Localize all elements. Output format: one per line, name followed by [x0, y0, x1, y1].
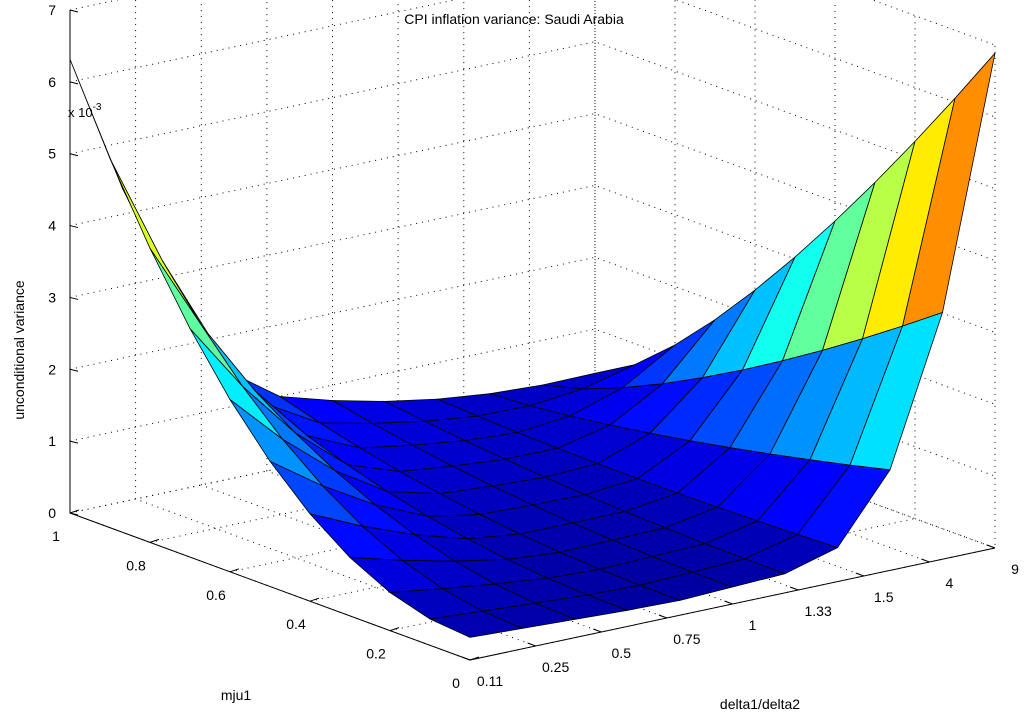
- y-tick-label: 1.33: [805, 603, 832, 619]
- x-tick-label: 0.4: [286, 616, 306, 632]
- x-tick-mark: [309, 597, 320, 602]
- z-tick-label: 1: [48, 433, 56, 449]
- x-tick-label: 1: [52, 528, 60, 544]
- surface-patch: [429, 610, 523, 638]
- x-tick-label: 0.2: [366, 646, 386, 662]
- y-grid-line: [135, 0, 536, 647]
- z-tick-label: 6: [48, 74, 56, 90]
- x-tick-mark: [229, 568, 240, 573]
- surface-patch: [162, 260, 256, 392]
- z-tick-label: 3: [48, 289, 56, 305]
- z-tick-mark: [69, 512, 79, 516]
- y-tick-mark: [658, 614, 668, 619]
- x-tick-mark: [389, 627, 400, 632]
- chart-title: CPI inflation variance: Saudi Arabia: [404, 11, 624, 27]
- y-tick-mark: [855, 572, 864, 577]
- y-tick-mark: [527, 642, 536, 647]
- z-tick-label: 0: [48, 505, 56, 521]
- z-tick-mark: [69, 9, 79, 13]
- z-tick-mark: [69, 440, 79, 444]
- z-tick-label: 7: [48, 2, 56, 18]
- y-tick-label: 0.25: [542, 659, 569, 675]
- x-tick-label: 0.6: [206, 587, 226, 603]
- y-tick-label: 4: [945, 575, 953, 591]
- x-tick-label: 0.8: [126, 557, 146, 573]
- surface-mesh: [69, 52, 996, 638]
- z-multiplier: x 10-3: [68, 102, 102, 120]
- y-tick-label: 0.11: [477, 673, 503, 689]
- z-tick-label: 5: [48, 146, 56, 162]
- y-axis-label: delta1/delta2: [720, 696, 800, 712]
- surface-patch: [109, 158, 203, 328]
- z-tick-mark: [69, 368, 79, 372]
- x-axis-line: [69, 512, 471, 661]
- tick-labels: 0 1 2 3 4 5 6 7 0 0.2 0.4 0.6 0.8 1 0.11 0.25 0.5 0.75 1 1.…: [48, 2, 1019, 691]
- y-grid-line: [266, 0, 668, 619]
- y-tick-label: 0.75: [673, 631, 700, 647]
- z-tick-mark: [69, 225, 79, 229]
- y-tick-label: 0.5: [612, 645, 632, 661]
- z-tick-mark: [69, 81, 79, 85]
- z-axis-label: unconditional variance: [11, 280, 27, 420]
- x-axis-label: mju1: [221, 687, 252, 703]
- z-multiplier-exponent: -3: [93, 102, 102, 113]
- y-tick-mark: [986, 544, 996, 549]
- z-tick-label: 2: [48, 361, 56, 377]
- y-tick-mark: [789, 586, 799, 591]
- y-tick-label: 1: [749, 617, 757, 633]
- y-tick-label: 9: [1011, 561, 1019, 577]
- y-tick-label: 1.5: [874, 589, 894, 605]
- z-grid-line: [69, 41, 996, 190]
- y-tick-mark: [724, 600, 733, 605]
- y-tick-mark: [921, 558, 930, 563]
- x-tick-mark: [149, 538, 160, 543]
- y-grid-line: [200, 0, 602, 633]
- z-tick-mark: [69, 153, 79, 157]
- y-tick-mark: [461, 656, 471, 661]
- z-tick-label: 4: [48, 218, 56, 234]
- surface-patch: [149, 247, 243, 387]
- x-tick-label: 0: [452, 675, 460, 691]
- x-tick-mark: [69, 509, 80, 514]
- surface-patch: [69, 58, 163, 262]
- y-tick-mark: [593, 628, 602, 633]
- x-tick-mark: [469, 656, 480, 661]
- z-multiplier-base: x 10: [68, 105, 93, 120]
- surface-patch: [189, 328, 283, 440]
- z-tick-mark: [69, 296, 79, 300]
